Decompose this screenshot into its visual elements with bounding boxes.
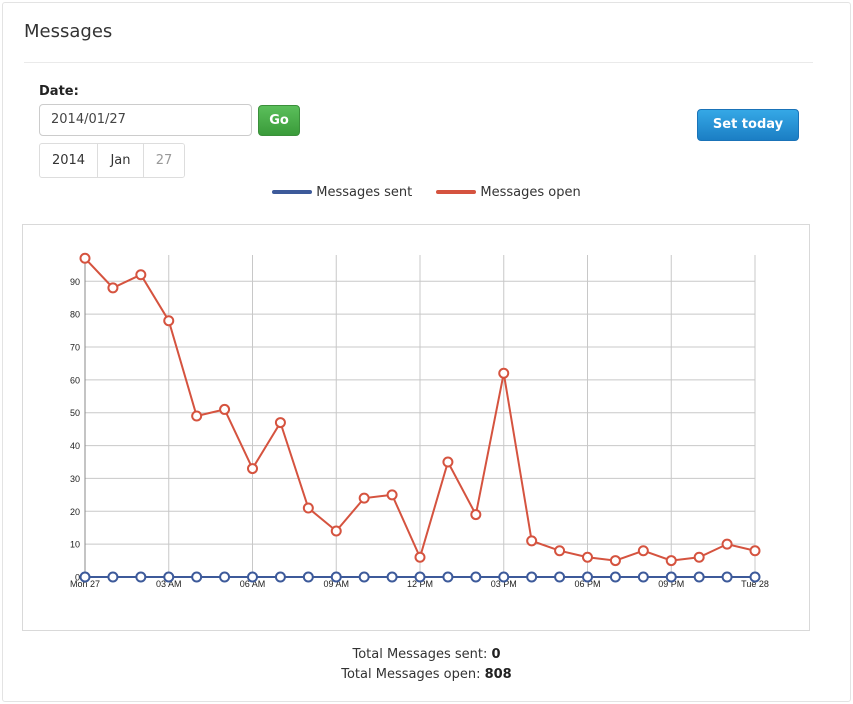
legend-item-open[interactable]: Messages open xyxy=(436,185,581,200)
data-point-messages-open xyxy=(582,551,593,563)
total-open-value: 808 xyxy=(484,667,512,682)
x-tick-label: 03 PM xyxy=(491,579,517,589)
chart-legend: Messages sent Messages open xyxy=(0,185,853,200)
data-point-messages-open xyxy=(330,525,342,537)
y-tick-label: 60 xyxy=(70,375,80,385)
x-tick-label: 12 PM xyxy=(407,579,433,589)
data-point-messages-open xyxy=(609,555,621,567)
picker-month[interactable]: Jan xyxy=(98,144,144,177)
data-point-messages-sent xyxy=(721,571,733,583)
data-point-messages-sent xyxy=(79,571,91,583)
data-point-messages-open xyxy=(358,492,370,504)
date-label: Date: xyxy=(39,84,79,99)
x-tick-label: 09 AM xyxy=(323,579,349,589)
data-point-messages-sent xyxy=(274,571,286,583)
data-point-messages-open xyxy=(219,403,231,415)
data-point-messages-open xyxy=(470,509,482,521)
data-point-messages-sent xyxy=(414,571,426,583)
go-button[interactable]: Go xyxy=(258,105,300,136)
y-tick-label: 40 xyxy=(70,441,80,451)
picker-day[interactable]: 27 xyxy=(144,144,184,177)
legend-label-sent: Messages sent xyxy=(316,185,413,200)
data-point-messages-sent xyxy=(247,571,258,583)
data-point-messages-open xyxy=(247,463,258,475)
data-point-messages-sent xyxy=(749,571,761,583)
data-point-messages-open xyxy=(526,535,538,547)
data-point-messages-open xyxy=(637,545,649,557)
totals: Total Messages sent: 0 Total Messages op… xyxy=(0,645,853,685)
data-point-messages-open xyxy=(414,551,426,563)
total-sent-value: 0 xyxy=(491,647,501,662)
data-point-messages-sent xyxy=(637,571,649,583)
chart-svg: 0 10 20 30 40 50 60 70 80 90 Mon 27 03 AM 06 AM 09 AM… xyxy=(70,252,769,589)
y-tick-label: 0 xyxy=(75,573,80,583)
y-tick-label: 80 xyxy=(70,310,80,320)
total-open-label: Total Messages open: xyxy=(341,667,481,682)
x-tick-label: Mon 27 xyxy=(70,579,100,589)
date-picker: 2014 Jan 27 xyxy=(39,143,185,178)
data-point-messages-open xyxy=(386,489,398,501)
x-tick-label: Tue 28 xyxy=(741,579,769,589)
y-tick-label: 90 xyxy=(70,277,80,287)
data-point-messages-sent xyxy=(498,571,510,583)
data-point-messages-open xyxy=(107,282,119,294)
total-sent-label: Total Messages sent: xyxy=(352,647,488,662)
panel-title: Messages xyxy=(24,21,113,42)
set-today-button[interactable]: Set today xyxy=(697,109,799,141)
data-point-messages-sent xyxy=(609,571,621,583)
data-point-messages-open xyxy=(665,555,677,567)
data-point-messages-sent xyxy=(330,571,342,583)
legend-swatch-sent xyxy=(272,189,313,194)
data-point-messages-sent xyxy=(163,571,175,583)
x-tick-label: 03 AM xyxy=(156,579,182,589)
title-divider xyxy=(24,62,813,63)
y-tick-label: 30 xyxy=(70,474,80,484)
data-point-messages-open xyxy=(79,252,91,264)
data-point-messages-sent xyxy=(191,571,203,583)
data-point-messages-sent xyxy=(219,571,231,583)
data-point-messages-sent xyxy=(302,571,314,583)
data-point-messages-sent xyxy=(442,571,454,583)
data-point-messages-sent xyxy=(665,571,677,583)
data-point-messages-sent xyxy=(582,571,593,583)
data-point-messages-sent xyxy=(135,571,147,583)
legend-swatch-open xyxy=(436,189,477,194)
data-point-messages-sent xyxy=(693,571,705,583)
data-point-messages-open xyxy=(693,551,705,563)
data-point-messages-open xyxy=(554,545,566,557)
data-point-messages-open xyxy=(302,502,314,514)
legend-item-sent[interactable]: Messages sent xyxy=(272,185,412,200)
data-point-messages-open xyxy=(721,538,733,550)
total-sent: Total Messages sent: 0 xyxy=(0,645,853,665)
data-point-messages-open xyxy=(274,417,286,429)
data-point-messages-open xyxy=(191,410,203,422)
data-point-messages-sent xyxy=(554,571,566,583)
date-input[interactable]: 2014/01/27 xyxy=(39,104,252,136)
total-open: Total Messages open: 808 xyxy=(0,665,853,685)
data-point-messages-open xyxy=(498,367,510,379)
data-point-messages-sent xyxy=(107,571,119,583)
y-tick-label: 50 xyxy=(70,408,80,418)
x-tick-label: 09 PM xyxy=(658,579,684,589)
y-tick-label: 70 xyxy=(70,343,80,353)
x-tick-label: 06 AM xyxy=(240,579,266,589)
data-point-messages-sent xyxy=(526,571,538,583)
x-tick-label: 06 PM xyxy=(574,579,600,589)
y-tick-label: 10 xyxy=(70,540,80,550)
data-point-messages-open xyxy=(163,315,175,327)
data-point-messages-sent xyxy=(470,571,482,583)
y-tick-label: 20 xyxy=(70,507,80,517)
legend-label-open: Messages open xyxy=(480,185,581,200)
data-point-messages-sent xyxy=(386,571,398,583)
data-point-messages-open xyxy=(135,269,147,281)
picker-year[interactable]: 2014 xyxy=(40,144,98,177)
data-point-messages-open xyxy=(442,456,454,468)
data-point-messages-sent xyxy=(358,571,370,583)
messages-chart: 0 10 20 30 40 50 60 70 80 90 Mon 27 03 AM 06 AM 09 AM… xyxy=(22,224,810,631)
data-point-messages-open xyxy=(749,545,761,557)
